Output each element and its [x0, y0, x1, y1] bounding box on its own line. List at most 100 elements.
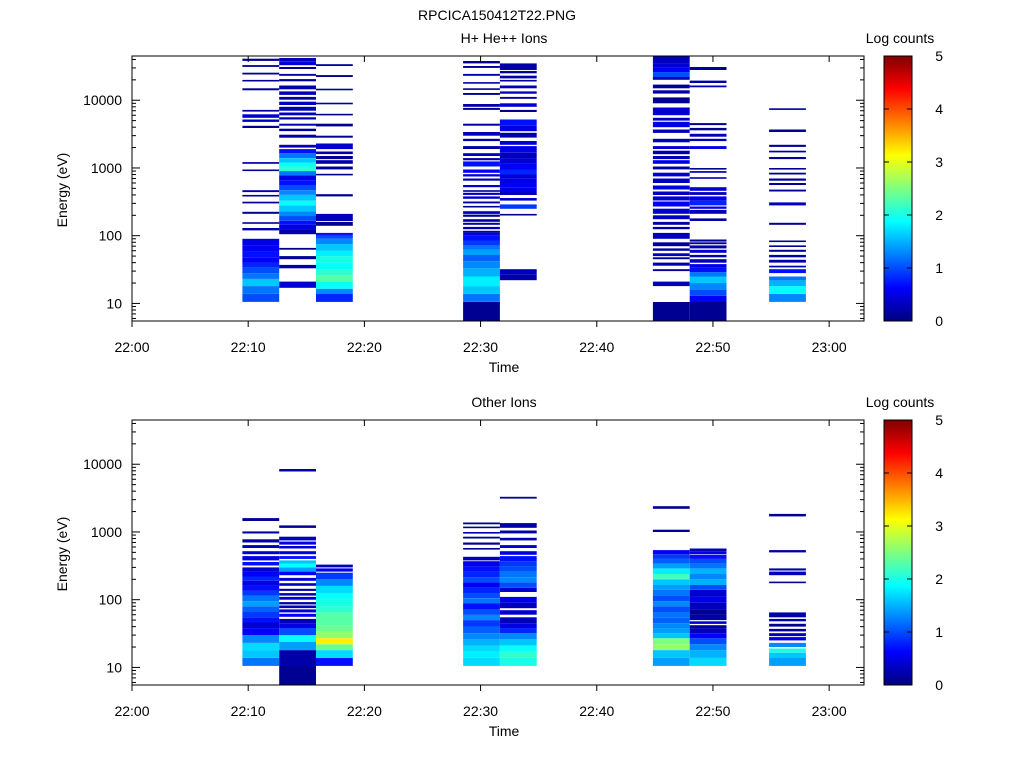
heatmap-cell — [689, 245, 727, 249]
heatmap-cell — [279, 185, 316, 191]
y-tick-label: 10000 — [83, 456, 122, 472]
heatmap-cell — [463, 192, 500, 195]
heatmap-cell — [279, 551, 316, 555]
heatmap-cell — [689, 585, 727, 590]
heatmap-cell — [242, 65, 280, 67]
colorbar-tick-label: 5 — [935, 412, 943, 428]
time-bin-column — [769, 108, 806, 302]
heatmap-cell — [499, 628, 537, 634]
heatmap-cell — [769, 293, 806, 302]
heatmap-cell — [316, 269, 353, 276]
heatmap-cell — [463, 609, 500, 615]
heatmap-cell — [279, 666, 316, 685]
heatmap-cell — [769, 240, 806, 243]
heatmap-cell — [689, 168, 727, 170]
heatmap-cell — [316, 281, 353, 289]
heatmap-cell — [242, 585, 280, 591]
heatmap-cell — [242, 228, 280, 231]
heatmap-cell — [279, 224, 316, 230]
heatmap-cell — [316, 244, 353, 251]
heatmap-cell — [316, 612, 353, 619]
heatmap-cell — [499, 63, 537, 70]
heatmap-cell — [769, 642, 806, 647]
heatmap-cell — [242, 628, 280, 636]
colorbar-tick-label: 0 — [935, 677, 943, 693]
heatmap-cell — [463, 577, 500, 583]
heatmap-cell — [463, 556, 500, 561]
heatmap-cell — [242, 622, 280, 629]
colorbar-tick-label: 4 — [935, 465, 943, 481]
heatmap-cell — [316, 173, 353, 176]
heatmap-cell — [499, 561, 537, 567]
heatmap-cell — [652, 121, 690, 128]
heatmap-cell — [769, 633, 806, 637]
heatmap-cell — [463, 232, 500, 236]
heatmap-cell — [463, 639, 500, 646]
heatmap-cell — [689, 289, 727, 296]
x-tick-label: 22:30 — [463, 703, 498, 719]
heatmap-cell — [652, 178, 690, 183]
heatmap-cell — [242, 190, 280, 193]
heatmap-cell — [279, 609, 316, 613]
heatmap-cell — [689, 283, 727, 290]
heatmap-cell — [769, 265, 806, 268]
heatmap-cell — [279, 567, 316, 572]
x-tick-label: 22:40 — [579, 339, 614, 355]
time-bin-column — [279, 58, 316, 288]
heatmap-cell — [769, 513, 806, 517]
heatmap-cell — [652, 138, 690, 143]
heatmap-cell — [463, 146, 500, 149]
heatmap-cell — [316, 123, 353, 127]
heatmap-cell — [242, 201, 280, 204]
heatmap-cell — [652, 156, 690, 160]
heatmap-cell — [652, 638, 690, 645]
heatmap-cell — [689, 573, 727, 580]
heatmap-cell — [652, 650, 690, 658]
heatmap-cell — [689, 276, 727, 284]
heatmap-cell — [242, 162, 280, 164]
heatmap-cell — [279, 650, 316, 666]
heatmap-cell — [463, 633, 500, 640]
heatmap-cell — [499, 582, 537, 588]
heatmap-cell — [279, 563, 316, 568]
heatmap-cell — [463, 657, 500, 666]
heatmap-cell — [499, 602, 537, 609]
heatmap-cell — [652, 90, 690, 94]
heatmap-cell — [499, 651, 537, 658]
heatmap-cell — [242, 125, 280, 128]
heatmap-cell — [769, 581, 806, 584]
heatmap-cell — [689, 249, 727, 253]
heatmap-cell — [689, 644, 727, 651]
heatmap-cell — [689, 650, 727, 658]
heatmap-cell — [279, 623, 316, 629]
heatmap-cell — [652, 628, 690, 634]
heatmap-cell — [499, 523, 537, 528]
heatmap-cell — [242, 119, 280, 122]
heatmap-cell — [316, 160, 353, 164]
heatmap-cell — [316, 113, 353, 116]
colorbar-gradient — [884, 420, 912, 685]
heatmap-cell — [499, 639, 537, 646]
heatmap-cell — [463, 302, 500, 321]
heatmap-cell — [689, 554, 727, 559]
heatmap-cell — [279, 144, 316, 148]
heatmap-cell — [242, 109, 280, 112]
heatmap-cell — [279, 596, 316, 600]
heatmap-cell — [316, 194, 353, 197]
heatmap-cell — [242, 518, 280, 521]
heatmap-cell — [652, 568, 690, 574]
time-bin-column — [689, 548, 727, 666]
heatmap-cell — [463, 222, 500, 225]
heatmap-cell — [499, 71, 537, 74]
heatmap-cell — [463, 532, 500, 534]
heatmap-cell — [689, 187, 727, 191]
heatmap-cell — [279, 613, 316, 617]
heatmap-cell — [463, 169, 500, 173]
heatmap-cell — [499, 496, 537, 499]
heatmap-cell — [463, 571, 500, 578]
heatmap-cell — [316, 221, 353, 226]
heatmap-cell — [316, 238, 353, 245]
heatmap-cell — [652, 72, 690, 77]
colorbar-tick-label: 4 — [935, 101, 943, 117]
heatmap-cell — [689, 85, 727, 88]
